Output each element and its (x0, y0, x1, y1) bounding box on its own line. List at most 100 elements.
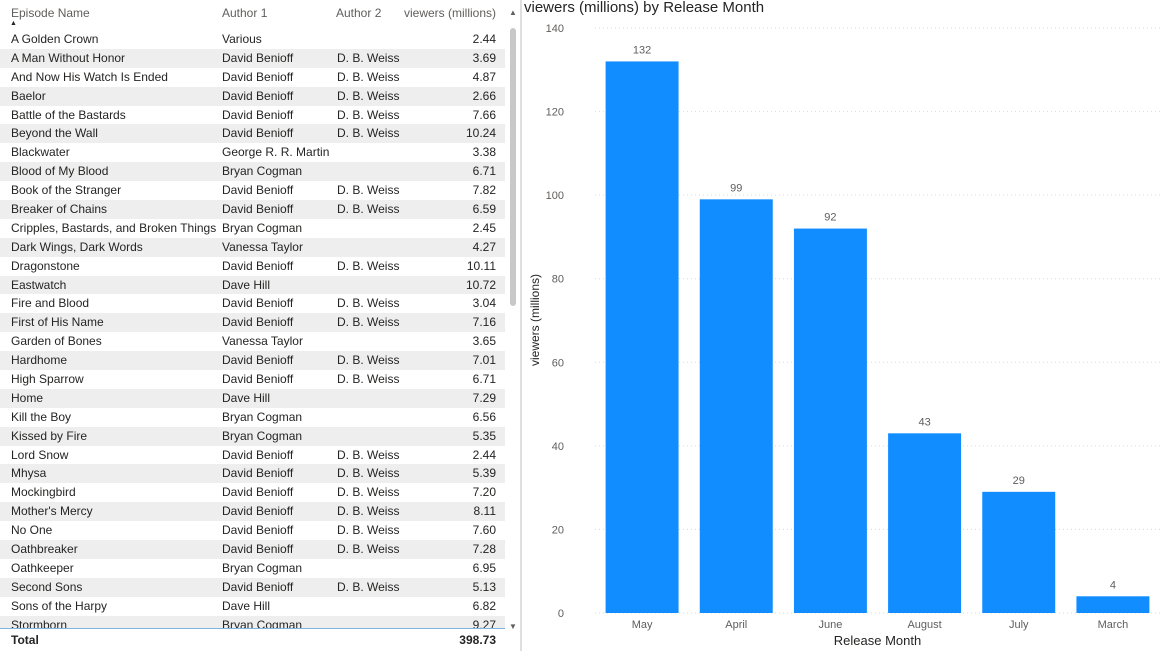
cell-episode-name: Stormborn (11, 617, 68, 630)
table-row[interactable]: Eastwatch Dave Hill 10.72 (0, 275, 505, 295)
table-row[interactable]: Sons of the Harpy Dave Hill 6.82 (0, 597, 505, 616)
header-author-2[interactable]: Author 2 (336, 6, 382, 20)
table-row[interactable]: Stormborn Bryan Cogman 9.27 (0, 615, 505, 630)
cell-author-1: Various (222, 32, 262, 46)
bar-june (793, 228, 867, 614)
table-row[interactable]: Breaker of Chains David Benioff D. B. Weis… (0, 200, 505, 219)
table-row[interactable]: Second Sons David Benioff D. B. Weiss 5.13 (0, 577, 505, 597)
cell-author-2: D. B. Weiss (337, 69, 400, 84)
cell-author-2: D. B. Weiss (337, 353, 400, 368)
cell-episode-name: Hardhome (11, 353, 68, 368)
cell-episode-name: Garden of Bones (11, 334, 102, 349)
table-row[interactable]: And Now His Watch Is Ended David Benioff D… (0, 68, 505, 87)
cell-author-1: David Benioff (222, 504, 294, 519)
cell-author-2: D. B. Weiss (337, 50, 400, 65)
table-row[interactable]: Hardhome David Benioff D. B. Weiss 7.01 (0, 351, 505, 371)
table-row[interactable]: Lord Snow David Benioff D. B. Weiss 2.44 (0, 446, 505, 465)
table-row[interactable]: Kill the Boy Bryan Cogman 6.56 (0, 408, 505, 427)
cell-viewers: 10.11 (466, 258, 496, 273)
cell-author-1: Bryan Cogman (222, 164, 303, 179)
table-body: A Golden Crown Various 2.44 A Man Without H… (0, 30, 505, 630)
cell-episode-name: Oathbreaker (11, 542, 78, 557)
cell-viewers: 7.82 (472, 183, 496, 198)
table-row[interactable]: Blood of My Blood Bryan Cogman 6.71 (0, 162, 505, 182)
cell-author-1: David Benioff (222, 372, 294, 387)
cell-author-2: D. B. Weiss (337, 504, 400, 519)
cell-episode-name: Baelor (11, 88, 46, 103)
cell-author-2: D. B. Weiss (337, 315, 400, 330)
table-row[interactable]: Blackwater George R. R. Martin 3.38 (0, 143, 505, 162)
table-row[interactable]: Home Dave Hill 7.29 (0, 388, 505, 408)
cell-author-1: David Benioff (222, 296, 294, 311)
cell-author-1: Bryan Cogman (222, 617, 303, 630)
cell-author-1: David Benioff (222, 315, 294, 330)
cell-author-2: D. B. Weiss (337, 579, 400, 594)
cell-viewers: 3.65 (472, 334, 496, 349)
table-row[interactable]: A Golden Crown Various 2.44 (0, 30, 505, 49)
table-row[interactable]: Beyond the Wall David Benioff D. B. Weiss 1… (0, 124, 505, 144)
cell-viewers: 10.72 (465, 277, 496, 292)
cell-author-1: David Benioff (222, 202, 294, 217)
cell-author-2: D. B. Weiss (337, 126, 400, 141)
table-row[interactable]: Dark Wings, Dark Words Vanessa Taylor 4.27 (0, 237, 505, 257)
data-label: 92 (824, 212, 836, 224)
cell-author-1: George R. R. Martin (222, 145, 330, 160)
table-row[interactable]: Kissed by Fire Bryan Cogman 5.35 (0, 426, 505, 446)
header-episode-name[interactable]: Episode Name (11, 6, 90, 20)
cell-episode-name: Blood of My Blood (11, 164, 109, 179)
cell-author-2: D. B. Weiss (337, 183, 400, 198)
x-tick-label: March (1098, 619, 1129, 631)
table-row[interactable]: Dragonstone David Benioff D. B. Weiss 10.11 (0, 257, 505, 276)
table-row[interactable]: Garden of Bones Vanessa Taylor 3.65 (0, 332, 505, 351)
y-axis-title: viewers (millions) (528, 274, 542, 366)
scroll-thumb[interactable] (510, 28, 516, 306)
scroll-up-icon[interactable]: ▲ (509, 8, 517, 17)
scroll-down-icon[interactable]: ▼ (509, 622, 517, 631)
episode-table: Episode Name Author 1 Author 2 viewers (… (0, 0, 520, 652)
cell-author-2: D. B. Weiss (337, 107, 400, 122)
table-row[interactable]: Mother's Mercy David Benioff D. B. Weiss 8.… (0, 502, 505, 522)
table-row[interactable]: No One David Benioff D. B. Weiss 7.60 (0, 521, 505, 540)
table-row[interactable]: Fire and Blood David Benioff D. B. Weiss 3.… (0, 294, 505, 313)
table-scrollbar[interactable]: ▲ ▼ (506, 0, 520, 636)
cell-author-1: David Benioff (222, 466, 294, 481)
total-label: Total (11, 633, 39, 647)
table-row[interactable]: Mhysa David Benioff D. B. Weiss 5.39 (0, 464, 505, 484)
cell-author-2: D. B. Weiss (337, 447, 400, 462)
cell-episode-name: Blackwater (11, 145, 70, 160)
header-viewers[interactable]: viewers (millions) (403, 6, 496, 20)
table-row[interactable]: Baelor David Benioff D. B. Weiss 2.66 (0, 86, 505, 106)
table-row[interactable]: A Man Without Honor David Benioff D. B. We… (0, 48, 505, 68)
cell-author-1: David Benioff (222, 485, 294, 500)
table-row[interactable]: First of His Name David Benioff D. B. Weis… (0, 313, 505, 333)
cell-viewers: 7.66 (472, 107, 496, 122)
cell-episode-name: Mockingbird (11, 485, 76, 500)
header-author-1[interactable]: Author 1 (222, 6, 268, 20)
table-row[interactable]: Oathbreaker David Benioff D. B. Weiss 7.28 (0, 540, 505, 559)
table-row[interactable]: Oathkeeper Bryan Cogman 6.95 (0, 559, 505, 578)
cell-author-1: Dave Hill (222, 598, 271, 613)
cell-viewers: 5.13 (472, 579, 496, 594)
y-tick-label: 0 (558, 608, 564, 620)
cell-episode-name: A Man Without Honor (11, 50, 126, 65)
table-row[interactable]: Battle of the Bastards David Benioff D. B.… (0, 106, 505, 125)
bar-may (605, 61, 679, 613)
cell-viewers: 6.82 (472, 598, 496, 613)
x-tick-label: July (1009, 619, 1029, 631)
x-tick-label: August (907, 619, 941, 631)
cell-author-1: David Benioff (222, 107, 294, 122)
cell-episode-name: Lord Snow (11, 447, 69, 462)
y-tick-label: 80 (552, 274, 564, 286)
cell-episode-name: And Now His Watch Is Ended (11, 69, 168, 84)
cell-episode-name: Eastwatch (11, 277, 67, 292)
table-row[interactable]: High Sparrow David Benioff D. B. Weiss 6.71 (0, 370, 505, 389)
chart-canvas: viewers (millions) by Release Month 0 20 40… (524, 0, 1160, 648)
table-row[interactable]: Book of the Stranger David Benioff D. B. W… (0, 181, 505, 200)
cell-viewers: 10.24 (465, 126, 496, 141)
table-row[interactable]: Cripples, Bastards, and Broken Things Bry… (0, 219, 505, 238)
table-row[interactable]: Mockingbird David Benioff D. B. Weiss 7.20 (0, 483, 505, 502)
total-value: 398.73 (459, 633, 496, 647)
bar-march (1076, 596, 1150, 613)
cell-author-1: David Benioff (222, 353, 294, 368)
cell-episode-name: Second Sons (11, 579, 83, 594)
